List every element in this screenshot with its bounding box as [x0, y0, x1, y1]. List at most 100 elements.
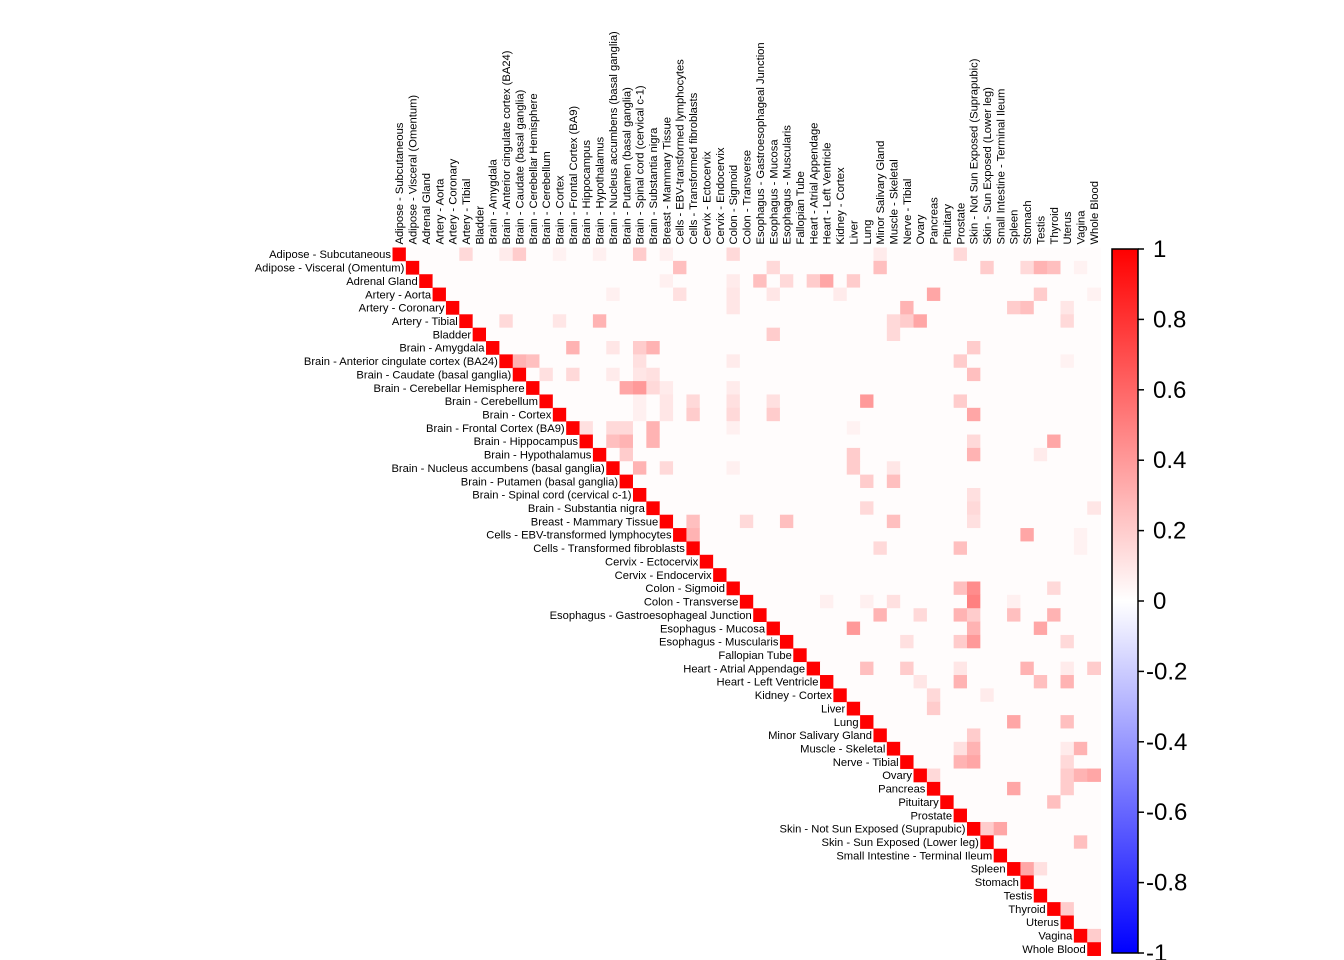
heatmap-cell [913, 367, 928, 382]
heatmap-cell [993, 821, 1008, 836]
heatmap-cell [806, 260, 821, 275]
heatmap-cell [980, 581, 995, 596]
heatmap-cell [512, 274, 527, 288]
heatmap-cell [940, 287, 955, 302]
heatmap-cell [900, 715, 914, 729]
heatmap-cell [512, 341, 527, 355]
heatmap-cell [806, 447, 821, 462]
heatmap-cell [619, 274, 634, 288]
heatmap-cell [940, 608, 955, 622]
heatmap-cell [833, 381, 848, 395]
heatmap-cell [926, 247, 941, 262]
heatmap-cell [953, 634, 968, 649]
heatmap-cell [953, 541, 968, 556]
column-label: Esophagus - Gastroesophageal Junction [755, 42, 767, 244]
heatmap-cell [980, 741, 995, 756]
heatmap-cell [900, 568, 914, 582]
heatmap-cell [940, 421, 955, 435]
heatmap-cell [966, 688, 981, 703]
heatmap-cell [886, 634, 901, 649]
colorbar-tick-label: 0.8 [1153, 306, 1186, 333]
heatmap-cell [860, 327, 874, 342]
heatmap-cell [980, 421, 995, 435]
heatmap-cell [445, 300, 460, 315]
heatmap-cell [632, 327, 647, 342]
heatmap-cell [779, 327, 794, 342]
heatmap-cell [552, 274, 567, 288]
heatmap-cell [405, 247, 420, 262]
heatmap-cell [1073, 875, 1088, 890]
heatmap-cell [1020, 421, 1035, 435]
heatmap-cell [993, 407, 1008, 422]
heatmap-cell [766, 421, 781, 435]
heatmap-cell [1073, 688, 1088, 703]
heatmap-cell [860, 354, 874, 369]
heatmap-cell [846, 341, 861, 355]
heatmap-cell [659, 501, 674, 516]
heatmap-cell [1007, 661, 1021, 676]
heatmap-cell [1087, 581, 1101, 596]
heatmap-cell [1007, 781, 1021, 796]
heatmap-cell [646, 394, 661, 409]
heatmap-cell [673, 314, 687, 329]
heatmap-cell [1087, 875, 1101, 890]
heatmap-cell [673, 407, 687, 422]
heatmap-cell [552, 367, 567, 382]
heatmap-cell [806, 461, 821, 476]
heatmap-cell [1060, 394, 1075, 409]
heatmap-cell [1073, 554, 1088, 569]
heatmap-cell [793, 274, 808, 288]
column-label: Fallopian Tube [795, 171, 807, 244]
heatmap-cell [846, 528, 861, 542]
heatmap-cell [886, 260, 901, 275]
heatmap-cell [686, 381, 701, 395]
heatmap-cell [886, 354, 901, 369]
heatmap-cell [1020, 247, 1035, 262]
heatmap-cell [1073, 421, 1088, 435]
heatmap-cell [673, 300, 687, 315]
heatmap-cell [659, 381, 674, 395]
heatmap-cell [980, 381, 995, 395]
heatmap-cell [966, 768, 981, 783]
heatmap-cell [619, 341, 634, 355]
heatmap-cell [993, 581, 1008, 596]
heatmap-cell [739, 461, 754, 476]
heatmap-cell [1020, 594, 1035, 609]
heatmap-cell [980, 314, 995, 329]
heatmap-cell [739, 381, 754, 395]
heatmap-cell [993, 634, 1008, 649]
heatmap-cell [753, 287, 767, 302]
heatmap-cell [753, 608, 767, 622]
heatmap-cell [886, 608, 901, 622]
heatmap-cell [980, 688, 995, 703]
heatmap-cell [539, 247, 554, 262]
heatmap-cell [860, 528, 874, 542]
heatmap-cell [632, 274, 647, 288]
heatmap-cell [1087, 848, 1101, 863]
heatmap-cell [659, 407, 674, 422]
heatmap-cell [432, 287, 447, 302]
heatmap-cell [739, 487, 754, 502]
heatmap-cell [833, 634, 848, 649]
column-label: Adipose - Subcutaneous [394, 122, 406, 244]
column-label: Stomach [1022, 200, 1034, 244]
heatmap-cell [926, 381, 941, 395]
heatmap-cell [980, 434, 995, 449]
heatmap-cell [686, 487, 701, 502]
heatmap-cell [726, 314, 741, 329]
heatmap-cell [1060, 808, 1075, 823]
column-label: Adipose - Visceral (Omentum) [408, 95, 420, 245]
heatmap-cell [753, 274, 767, 288]
heatmap-cell [486, 327, 500, 342]
heatmap-cell [926, 341, 941, 355]
heatmap-cell [619, 381, 634, 395]
heatmap-cell [846, 688, 861, 703]
heatmap-cell [900, 381, 914, 395]
column-label: Prostate [955, 203, 967, 245]
heatmap-cell [606, 461, 621, 476]
heatmap-cell [1033, 327, 1048, 342]
heatmap-cell [739, 594, 754, 609]
heatmap-cell [1060, 608, 1075, 622]
heatmap-cell [860, 474, 874, 489]
